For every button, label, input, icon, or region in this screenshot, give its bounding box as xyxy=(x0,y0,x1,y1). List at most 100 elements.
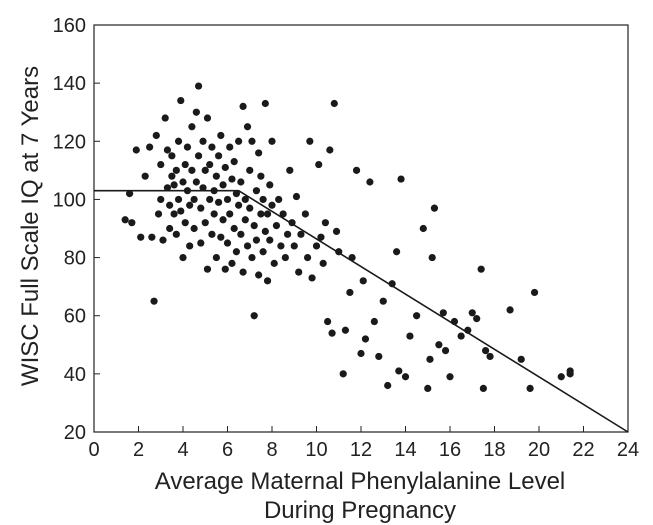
data-point xyxy=(324,317,332,326)
data-point xyxy=(177,96,185,105)
data-point xyxy=(157,195,165,204)
data-point xyxy=(326,146,334,154)
data-point xyxy=(188,166,196,174)
data-point xyxy=(486,352,494,361)
data-point xyxy=(146,143,154,151)
data-point xyxy=(197,204,205,212)
data-point xyxy=(206,160,214,169)
data-point xyxy=(210,210,218,218)
x-axis-title-line2: During Pregnancy xyxy=(264,497,456,524)
data-point xyxy=(479,384,487,392)
data-point xyxy=(163,146,172,154)
y-tick-label: 100 xyxy=(53,189,86,211)
data-point xyxy=(259,248,267,256)
data-point xyxy=(266,236,274,244)
data-point xyxy=(566,367,574,375)
data-point xyxy=(243,242,252,250)
data-point xyxy=(530,288,539,297)
data-point xyxy=(194,82,203,90)
x-tick-label: 12 xyxy=(350,439,372,461)
x-tick-label: 14 xyxy=(394,439,416,461)
data-point xyxy=(361,335,370,343)
data-point xyxy=(203,114,212,122)
data-point xyxy=(321,219,329,227)
x-tick-label: 2 xyxy=(133,439,144,461)
data-point xyxy=(170,181,178,189)
data-point xyxy=(246,166,254,174)
data-point xyxy=(263,277,272,285)
data-point xyxy=(252,187,261,195)
x-tick-label: 8 xyxy=(266,439,277,461)
data-point xyxy=(526,384,534,392)
data-point xyxy=(506,306,514,314)
data-point xyxy=(208,230,216,238)
data-point xyxy=(168,152,176,160)
data-point xyxy=(341,326,350,334)
plot-area xyxy=(93,24,629,433)
data-point xyxy=(517,355,525,363)
data-point xyxy=(261,227,269,236)
data-point xyxy=(212,172,220,180)
y-axis-title: WISC Full Scale IQ at 7 Years xyxy=(17,66,44,386)
data-point xyxy=(413,312,421,320)
data-point xyxy=(239,268,247,276)
data-point xyxy=(183,143,192,151)
data-point xyxy=(252,236,261,244)
data-point xyxy=(257,172,265,180)
data-point xyxy=(219,181,227,189)
data-point xyxy=(426,355,434,363)
data-point xyxy=(237,178,245,186)
data-point xyxy=(179,253,187,262)
data-point xyxy=(137,233,145,241)
data-point xyxy=(174,195,183,204)
data-point xyxy=(277,242,285,250)
data-point xyxy=(190,224,198,233)
data-point xyxy=(430,204,439,212)
x-tick-label: 10 xyxy=(305,439,327,461)
data-point xyxy=(192,108,200,116)
data-point xyxy=(457,332,465,340)
data-point xyxy=(255,271,263,279)
data-point xyxy=(401,373,410,381)
data-point xyxy=(201,219,209,227)
data-point xyxy=(332,227,341,236)
x-tick-label: 22 xyxy=(572,439,594,461)
x-axis-ticks: 0 2 4 6 8 10 12 14 16 18 20 22 24 xyxy=(88,426,639,461)
data-point xyxy=(215,152,223,160)
data-point xyxy=(375,352,383,361)
data-point xyxy=(270,259,278,267)
data-point xyxy=(330,99,338,108)
data-points xyxy=(121,82,574,392)
data-point xyxy=(272,221,281,230)
data-point xyxy=(250,312,258,320)
data-point xyxy=(397,175,405,183)
data-point xyxy=(194,152,203,160)
data-point xyxy=(557,373,565,381)
data-point xyxy=(215,198,223,206)
data-point xyxy=(315,160,323,169)
data-point xyxy=(161,114,169,122)
data-point xyxy=(217,233,225,241)
data-point xyxy=(406,332,414,340)
data-point xyxy=(263,210,272,218)
x-tick-label: 24 xyxy=(617,439,639,461)
data-point xyxy=(248,253,256,262)
data-point xyxy=(212,253,220,262)
data-point xyxy=(126,190,134,198)
data-point xyxy=(163,184,172,192)
x-tick-label: 20 xyxy=(528,439,550,461)
data-point xyxy=(328,329,336,337)
data-point xyxy=(424,384,432,392)
fit-line xyxy=(94,189,629,433)
data-point xyxy=(477,265,485,273)
data-point xyxy=(201,166,209,174)
data-point xyxy=(286,166,294,174)
data-point xyxy=(221,265,229,273)
data-point xyxy=(357,349,365,358)
data-point xyxy=(223,195,232,204)
data-point xyxy=(283,230,292,238)
data-point xyxy=(235,137,243,145)
data-point xyxy=(468,309,476,317)
y-tick-label: 60 xyxy=(64,306,86,328)
